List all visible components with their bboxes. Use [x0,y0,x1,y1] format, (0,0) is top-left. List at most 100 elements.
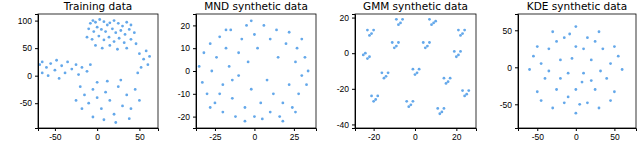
y-tick-mark [515,104,518,105]
point [87,102,90,105]
point [540,99,543,102]
point [397,41,400,44]
point [459,50,462,53]
point [77,73,80,76]
x-tick-label: 0 [253,132,258,142]
point [108,44,111,47]
point [225,29,228,32]
point [214,102,217,105]
x-tick: 0 [253,128,258,142]
title: MND synthetic data [204,0,308,12]
point [412,100,415,103]
point [463,95,466,98]
point [582,47,585,50]
point [305,83,308,86]
point [372,100,375,103]
y-tick: 0 [185,66,196,76]
point [387,71,390,74]
point [237,51,240,54]
x-tick-mark [139,128,140,131]
y-tick-mark [515,67,518,68]
point [422,41,425,44]
y-tick: 10 [181,43,196,53]
point [130,107,133,110]
point [455,55,458,58]
point [393,46,396,49]
point [108,21,111,24]
point [555,40,558,43]
y-tick-label: -50 [20,98,33,108]
x-tick-label: 50 [135,132,145,142]
point [125,47,128,50]
point [89,22,92,25]
x-tick: -20 [368,128,381,142]
point [218,92,221,95]
y-tick-label: -20 [337,84,350,94]
point [75,99,78,102]
point [574,112,577,115]
x-axis-line [39,129,159,132]
point [138,99,141,102]
point [586,36,589,39]
x-tick: -50 [532,128,545,142]
point [568,33,571,36]
point [81,66,84,69]
y-tick-mark [352,53,355,54]
point [133,31,136,34]
y-axis: -50050100 [18,15,39,129]
point [113,113,116,116]
point [281,120,284,123]
x-tick: 0 [574,128,579,142]
point [540,62,543,65]
point [453,50,456,53]
point [111,27,114,30]
y-tick: -20 [337,84,355,94]
points [528,25,623,114]
point [272,92,275,95]
point [234,115,237,118]
point [544,77,547,80]
point [407,105,410,108]
point [547,47,550,50]
point [430,23,433,26]
point [92,88,95,91]
x-tick-mark [294,128,295,131]
point [55,59,58,62]
y-axis-line [193,15,197,129]
point [457,29,460,32]
point [145,49,148,52]
point [253,33,256,36]
y-tick-mark [352,18,355,19]
point [307,70,310,73]
x-tick-label: 0 [95,132,100,142]
y-tick-mark [193,71,196,72]
point [613,90,616,93]
point [225,47,228,50]
y-tick-label: -40 [337,120,350,130]
point [136,72,139,75]
point [240,38,243,41]
point [366,29,369,32]
x-tick-mark [614,128,615,131]
point [221,83,224,86]
point [288,31,291,34]
x-tick: -25 [209,128,222,142]
point [291,106,294,109]
point [395,18,398,21]
point [58,77,61,80]
y-tick: -20 [178,112,196,122]
point [532,55,535,58]
y-tick-label: 20 [340,13,350,23]
y-tick: -40 [337,120,355,130]
y-tick: 0 [27,71,38,81]
point [92,30,95,33]
x-tick-label: -50 [49,132,62,142]
point [104,91,107,94]
point [563,101,566,104]
point [103,20,106,23]
x-tick-label: 0 [413,132,418,142]
point [118,37,121,40]
point [275,29,278,32]
panel: -50050-50050KDE synthetic data [500,0,637,142]
y-tick-mark [35,76,38,77]
